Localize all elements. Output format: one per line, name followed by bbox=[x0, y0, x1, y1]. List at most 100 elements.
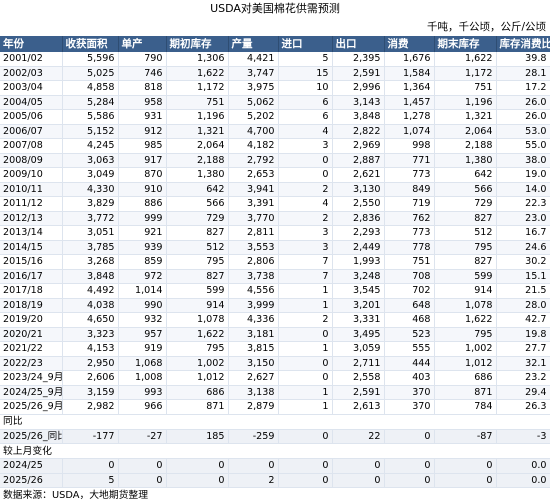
table-cell: 3,829 bbox=[62, 196, 119, 212]
table-cell: 1,622 bbox=[166, 66, 229, 81]
table-row: 2020/21 3,323 957 1,622 3,181 0 3,495 523 795 19.… bbox=[0, 327, 550, 342]
table-title: USDA对美国棉花供需预测 bbox=[210, 2, 340, 15]
table-cell: 3,143 bbox=[332, 95, 385, 110]
supply-demand-table: 年份 收获面积 单产 期初库存 产量 进口 出口 消费 期末库存 库存消费比 2001/02 5,5… bbox=[0, 36, 550, 488]
table-cell: 871 bbox=[166, 399, 229, 415]
row-label: 2024/25 bbox=[0, 458, 63, 474]
table-cell: 3,391 bbox=[228, 196, 279, 212]
table-cell: 2,982 bbox=[62, 399, 119, 415]
table-cell: 5,202 bbox=[228, 109, 279, 125]
table-cell: 2,969 bbox=[332, 138, 385, 154]
table-cell: 2,621 bbox=[332, 167, 385, 183]
row-label: 2017/18 bbox=[0, 283, 63, 299]
table-cell: 1,622 bbox=[434, 52, 497, 67]
table-cell: 2,591 bbox=[332, 66, 385, 81]
table-cell: 4,421 bbox=[228, 52, 279, 67]
source-note: 数据来源：USDA，大地期货整理 bbox=[3, 490, 149, 501]
table-cell: 2,811 bbox=[228, 225, 279, 241]
table-cell: 0 bbox=[278, 458, 333, 474]
table-cell: 4 bbox=[278, 196, 333, 212]
table-cell: -87 bbox=[434, 429, 497, 444]
table-cell: 7 bbox=[278, 254, 333, 270]
table-cell: 14.0 bbox=[496, 182, 550, 197]
table-cell: 0 bbox=[166, 473, 229, 488]
table-cell: 2 bbox=[278, 211, 333, 226]
table-cell: 4,700 bbox=[228, 124, 279, 139]
table-cell: 566 bbox=[434, 182, 497, 197]
table-cell: 2,064 bbox=[166, 138, 229, 154]
table-cell: 2,996 bbox=[332, 80, 385, 96]
column-header: 进口 bbox=[278, 36, 333, 52]
table-cell: 3,331 bbox=[332, 312, 385, 328]
table-cell: 818 bbox=[118, 80, 167, 96]
table-row: 2025/26_9月 2,982 966 871 2,879 1 2,613 370 784 26… bbox=[0, 399, 550, 415]
row-label: 2008/09 bbox=[0, 153, 63, 168]
table-cell: 4 bbox=[278, 124, 333, 139]
table-cell: 3,999 bbox=[228, 298, 279, 313]
table-cell: 0 bbox=[278, 153, 333, 168]
table-cell: 702 bbox=[384, 283, 435, 299]
row-label: 2012/13 bbox=[0, 211, 63, 226]
table-cell: 28.1 bbox=[496, 66, 550, 81]
table-cell: 55.0 bbox=[496, 138, 550, 154]
table-row: 2016/17 3,848 972 827 3,738 7 3,248 708 599 15.1 bbox=[0, 269, 550, 284]
table-row: 2025/26 5 0 0 2 0 0 0 0 0.0 bbox=[0, 473, 550, 488]
table-row: 2010/11 4,330 910 642 3,941 2 3,130 849 566 14.0 bbox=[0, 182, 550, 197]
table-cell: 5,152 bbox=[62, 124, 119, 139]
table-cell: 599 bbox=[434, 269, 497, 284]
column-header: 收获面积 bbox=[62, 36, 119, 52]
table-cell: 3,248 bbox=[332, 269, 385, 284]
table-cell: 4,153 bbox=[62, 341, 119, 357]
table-cell: 3,150 bbox=[228, 356, 279, 371]
table-cell: 0 bbox=[278, 429, 333, 444]
table-cell: 1,172 bbox=[166, 80, 229, 96]
table-cell: 1,321 bbox=[434, 109, 497, 125]
table-cell: 648 bbox=[384, 298, 435, 313]
table-cell: 566 bbox=[166, 196, 229, 212]
table-cell: 3,770 bbox=[228, 211, 279, 226]
table-cell: 0 bbox=[118, 458, 167, 474]
table-cell: 26.0 bbox=[496, 95, 550, 110]
table-cell: 6 bbox=[278, 95, 333, 110]
table-cell: 1,002 bbox=[166, 356, 229, 371]
table-cell: 1,676 bbox=[384, 52, 435, 67]
table-cell: 0 bbox=[332, 473, 385, 488]
table-cell: 2,950 bbox=[62, 356, 119, 371]
table-cell: 1,380 bbox=[434, 153, 497, 168]
table-cell: 5,586 bbox=[62, 109, 119, 125]
table-cell: 999 bbox=[118, 211, 167, 226]
table-cell: 998 bbox=[384, 138, 435, 154]
table-cell: 1,196 bbox=[434, 95, 497, 110]
table-cell: 512 bbox=[434, 225, 497, 241]
table-cell: 4,245 bbox=[62, 138, 119, 154]
table-cell: 1,068 bbox=[118, 356, 167, 371]
table-cell: 4,330 bbox=[62, 182, 119, 197]
row-label: 2014/15 bbox=[0, 240, 63, 255]
table-cell: 3,159 bbox=[62, 385, 119, 400]
table-cell: 3,747 bbox=[228, 66, 279, 81]
table-cell: 2,806 bbox=[228, 254, 279, 270]
table-row: 2014/15 3,785 939 512 3,553 3 2,449 778 795 24.6 bbox=[0, 240, 550, 255]
table-cell: 972 bbox=[118, 269, 167, 284]
table-cell: 26.3 bbox=[496, 399, 550, 415]
table-cell: 2,395 bbox=[332, 52, 385, 67]
table-cell: 22 bbox=[332, 429, 385, 444]
table-cell: 686 bbox=[434, 370, 497, 386]
table-cell: 19.8 bbox=[496, 327, 550, 342]
table-cell: 24.6 bbox=[496, 240, 550, 255]
table-cell: 3 bbox=[278, 138, 333, 154]
row-label: 2010/11 bbox=[0, 182, 63, 197]
table-cell: 827 bbox=[166, 269, 229, 284]
table-cell: 2,836 bbox=[332, 211, 385, 226]
table-cell: 3,051 bbox=[62, 225, 119, 241]
table-row: 2005/06 5,586 931 1,196 5,202 6 3,848 1,278 1,32… bbox=[0, 109, 550, 125]
table-cell: 0 bbox=[434, 473, 497, 488]
table-cell: 2,792 bbox=[228, 153, 279, 168]
table-cell: 985 bbox=[118, 138, 167, 154]
table-cell: 914 bbox=[166, 298, 229, 313]
table-cell: 921 bbox=[118, 225, 167, 241]
table-cell: 2,606 bbox=[62, 370, 119, 386]
table-cell: 2,879 bbox=[228, 399, 279, 415]
table-cell: 2 bbox=[278, 312, 333, 328]
